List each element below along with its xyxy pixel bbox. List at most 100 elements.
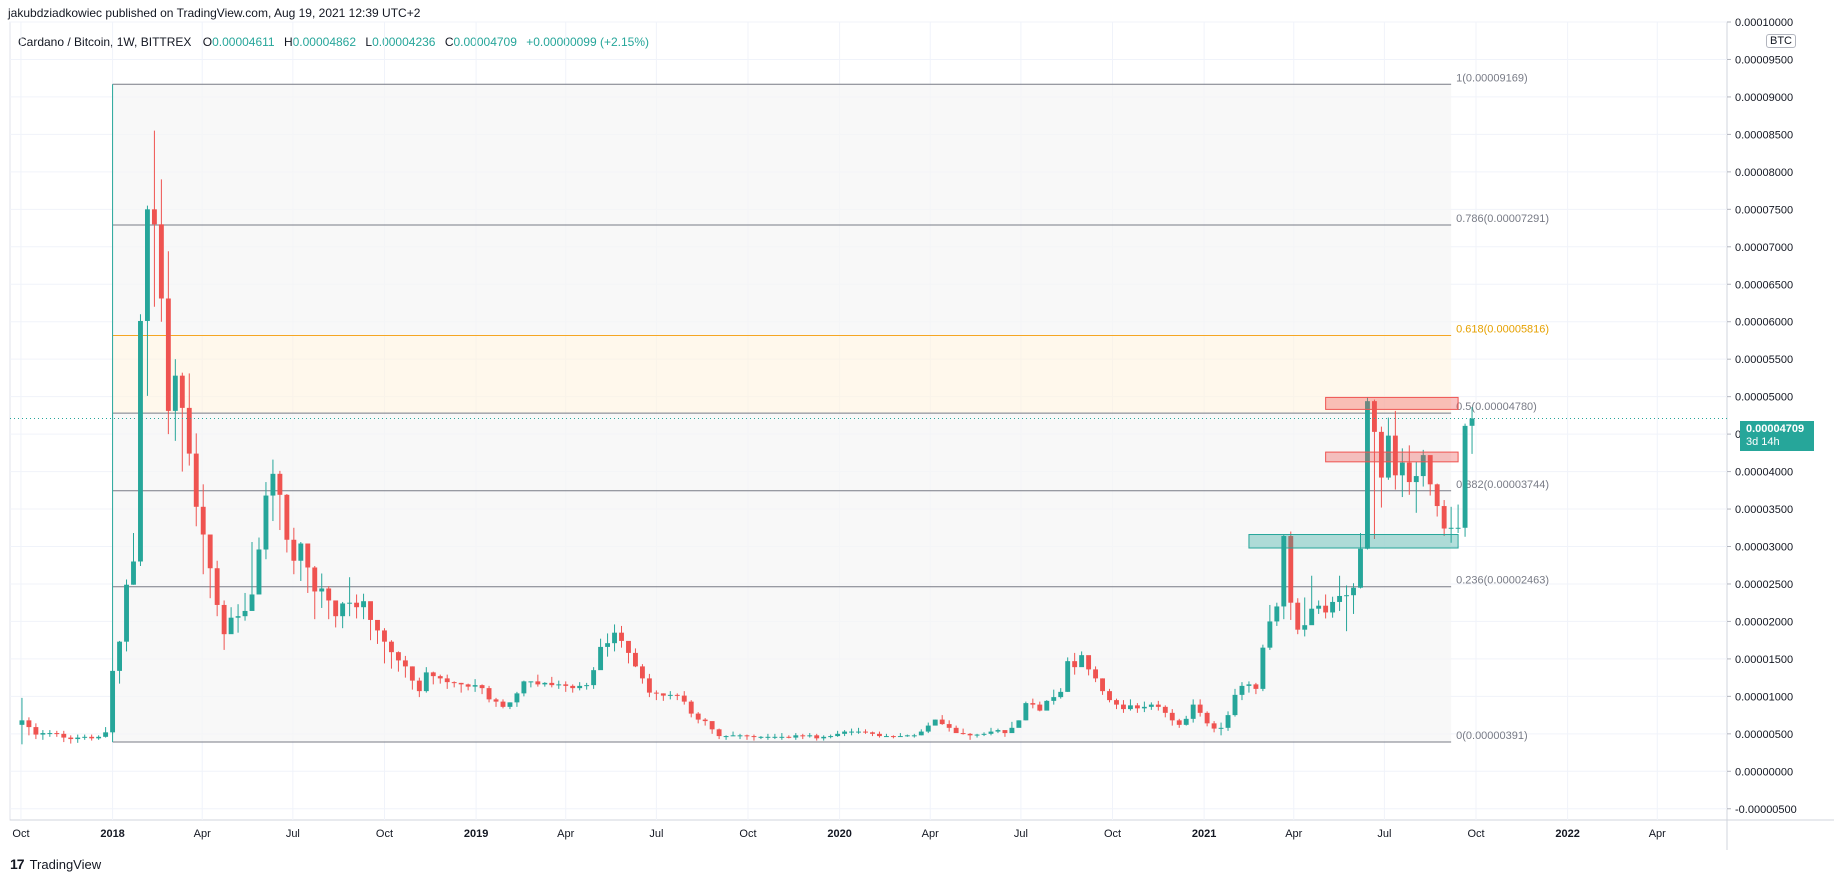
x-tick-label: 2018 bbox=[100, 828, 124, 840]
resistance-zone bbox=[1325, 396, 1459, 410]
candle-body bbox=[981, 733, 987, 735]
candle-body bbox=[200, 506, 206, 535]
candle-body bbox=[946, 724, 952, 728]
candle-body bbox=[186, 407, 192, 454]
candle-body bbox=[1455, 527, 1461, 529]
fib-band bbox=[112, 224, 1452, 336]
candle-body bbox=[1288, 536, 1294, 603]
y-tick-label: -0.00000500 bbox=[1735, 804, 1797, 816]
fib-level-label: 0.618(0.00005816) bbox=[1456, 324, 1549, 336]
candle-body bbox=[1183, 718, 1189, 725]
candle-body bbox=[633, 652, 638, 667]
candle-body bbox=[75, 737, 81, 740]
candle-body bbox=[835, 733, 841, 737]
candle-body bbox=[1253, 684, 1259, 689]
candle-body bbox=[1427, 455, 1433, 485]
tradingview-logo-icon[interactable]: 17 bbox=[10, 856, 25, 872]
candle-body bbox=[556, 684, 562, 686]
candle-body bbox=[1392, 435, 1398, 476]
candle-body bbox=[667, 694, 673, 696]
candle-body bbox=[82, 736, 88, 738]
candle-body bbox=[284, 494, 290, 540]
candle-body bbox=[68, 737, 74, 740]
candle-body bbox=[179, 375, 185, 408]
change-value: +0.00000099 (+2.15%) bbox=[526, 35, 649, 49]
candle-body bbox=[368, 601, 373, 620]
candle-body bbox=[96, 736, 102, 739]
fib-band bbox=[112, 335, 1452, 414]
x-tick-label: Oct bbox=[12, 828, 29, 840]
candle-body bbox=[1469, 418, 1475, 426]
footer: 17 TradingView bbox=[10, 856, 101, 872]
candle-body bbox=[995, 730, 1001, 732]
candle-body bbox=[361, 601, 366, 608]
candle-body bbox=[298, 543, 304, 561]
candle-body bbox=[1302, 625, 1308, 630]
candle-body bbox=[577, 685, 583, 689]
candle-body bbox=[1295, 602, 1301, 630]
x-tick-label: Oct bbox=[1467, 828, 1484, 840]
candle-body bbox=[1197, 704, 1203, 713]
x-tick-label: Apr bbox=[1649, 828, 1666, 840]
candle-body bbox=[263, 495, 269, 550]
y-tick-label: 0.00010000 bbox=[1735, 17, 1793, 29]
x-tick-label: Oct bbox=[739, 828, 756, 840]
candle-body bbox=[681, 695, 687, 702]
y-tick-label: 0.00001500 bbox=[1735, 654, 1793, 666]
y-tick-label: 0.00007000 bbox=[1735, 242, 1793, 254]
open-label: O bbox=[202, 35, 213, 49]
candle-body bbox=[1093, 669, 1099, 679]
x-tick-label: Jul bbox=[1014, 828, 1028, 840]
y-tick-label: 0.00001000 bbox=[1735, 691, 1793, 703]
candle-body bbox=[786, 736, 792, 738]
currency-badge[interactable]: BTC bbox=[1766, 34, 1796, 48]
candle-body bbox=[172, 375, 178, 411]
y-tick-label: 0.00003000 bbox=[1735, 542, 1793, 554]
candle-body bbox=[249, 594, 255, 611]
candle-body bbox=[270, 473, 276, 496]
candle-body bbox=[584, 685, 590, 687]
candle-body bbox=[619, 632, 624, 641]
symbol-title[interactable]: Cardano / Bitcoin, 1W, BITTREX bbox=[18, 35, 192, 49]
candle-body bbox=[863, 731, 868, 733]
y-tick-label: 0.00006000 bbox=[1735, 317, 1793, 329]
candle-body bbox=[849, 731, 855, 733]
candle-body bbox=[1267, 621, 1273, 648]
bar-countdown: 3d 14h bbox=[1746, 436, 1780, 448]
candle-body bbox=[1211, 723, 1217, 729]
candle-body bbox=[1114, 700, 1119, 705]
candle-body bbox=[1246, 684, 1252, 686]
candle-body bbox=[1134, 705, 1140, 709]
candle-body bbox=[1218, 727, 1224, 729]
candle-body bbox=[1281, 536, 1287, 607]
candle-body bbox=[911, 735, 917, 737]
price-chart[interactable]: 0.00010000 0.00009500 0.00009000 0.00008500… bbox=[0, 0, 1834, 850]
candle-body bbox=[228, 617, 234, 635]
candle-body bbox=[347, 602, 353, 604]
candle-body bbox=[1051, 697, 1057, 701]
candle-body bbox=[1204, 712, 1210, 724]
last-price-label: 0.00004709 3d 14h bbox=[1740, 421, 1814, 451]
candle-body bbox=[1420, 455, 1426, 477]
publisher-credit: jakubdziadkowiec published on TradingVie… bbox=[8, 6, 421, 20]
candle-body bbox=[144, 209, 150, 321]
y-tick-label: 0.00005500 bbox=[1735, 354, 1793, 366]
y-tick-label: 0.00004000 bbox=[1735, 467, 1793, 479]
candle-body bbox=[814, 735, 820, 739]
brand-name[interactable]: TradingView bbox=[29, 856, 102, 872]
candle-body bbox=[821, 736, 827, 739]
candle-body bbox=[744, 735, 750, 737]
candle-body bbox=[1406, 462, 1412, 483]
candle-body bbox=[856, 731, 861, 733]
candle-body bbox=[758, 736, 764, 738]
candle-body bbox=[54, 733, 60, 735]
candle-body bbox=[897, 736, 903, 738]
open-value: 0.00004611 bbox=[212, 35, 275, 49]
x-tick-label: Oct bbox=[1104, 828, 1121, 840]
y-tick-label: 0.00002500 bbox=[1735, 579, 1793, 591]
candle-body bbox=[340, 603, 346, 617]
candle-body bbox=[1169, 712, 1175, 721]
candle-body bbox=[61, 733, 67, 738]
candle-body bbox=[1044, 700, 1050, 711]
candle-body bbox=[165, 298, 171, 411]
